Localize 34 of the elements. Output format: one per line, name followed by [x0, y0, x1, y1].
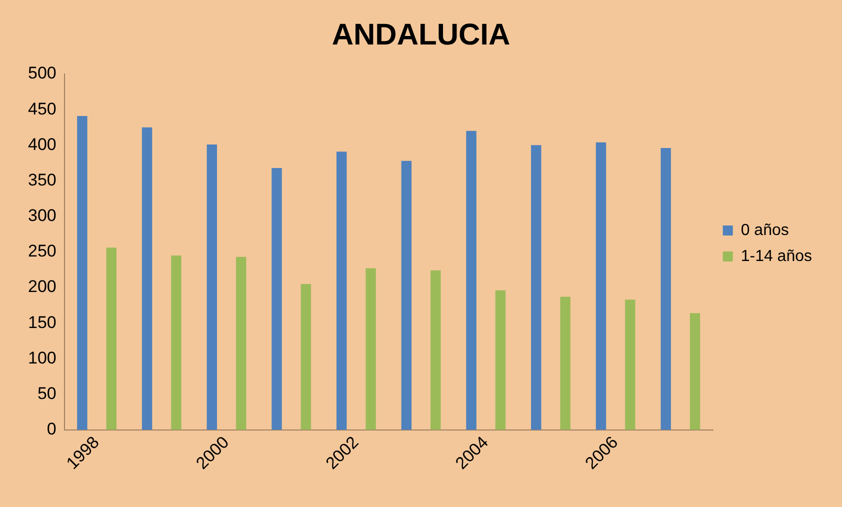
bar — [171, 255, 182, 430]
bar — [430, 270, 441, 430]
y-tick-label: 50 — [37, 384, 56, 403]
bar — [106, 248, 116, 430]
legend-label: 0 años — [740, 222, 789, 239]
bar — [272, 168, 282, 430]
y-tick-label: 400 — [28, 134, 56, 154]
bar — [401, 160, 412, 430]
bar — [366, 268, 376, 430]
bar — [625, 300, 636, 430]
y-tick-label: 500 — [28, 64, 56, 83]
bar — [495, 290, 506, 430]
y-tick-label: 100 — [28, 348, 56, 368]
y-tick-label: 200 — [28, 277, 56, 296]
bar — [466, 130, 476, 430]
chart-title: ANDALUCIA — [332, 18, 510, 52]
bar — [142, 127, 152, 430]
y-tick-label: 150 — [28, 312, 56, 332]
bar — [690, 313, 700, 430]
y-tick-label: 300 — [28, 206, 56, 226]
y-tick-label: 350 — [28, 170, 56, 190]
bar — [300, 284, 312, 430]
bar — [596, 142, 606, 430]
y-tick-label: 250 — [28, 242, 56, 261]
y-tick-label: 0 — [46, 420, 56, 439]
bar — [236, 256, 246, 430]
bar — [531, 145, 542, 430]
bar — [206, 144, 217, 430]
y-tick-label: 450 — [28, 99, 56, 118]
bar — [660, 148, 671, 430]
bar — [77, 116, 88, 430]
bar — [336, 152, 347, 430]
legend-label: 1-14 años — [740, 248, 812, 265]
bar — [560, 296, 570, 430]
